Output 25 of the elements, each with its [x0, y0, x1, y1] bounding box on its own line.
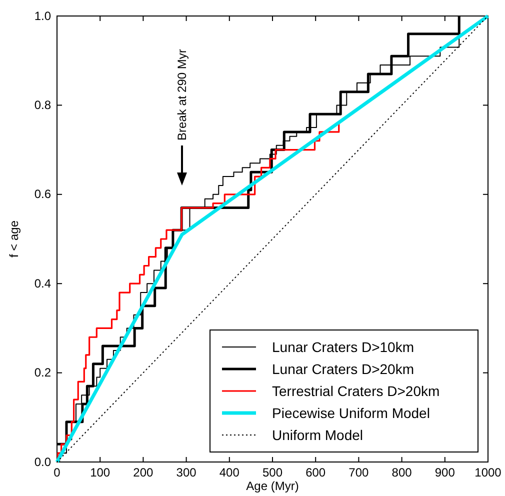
y-axis-title: f < age — [7, 220, 21, 258]
x-tick-label: 500 — [262, 466, 283, 480]
legend-label: Terrestrial Craters D>20km — [272, 383, 440, 399]
x-tick-label: 900 — [434, 466, 456, 480]
y-tick-label: 0.4 — [34, 276, 52, 290]
x-tick-label: 0 — [54, 466, 61, 480]
x-tick-label: 100 — [90, 466, 110, 480]
x-tick-label: 700 — [348, 466, 370, 480]
x-tick-label: 600 — [306, 466, 326, 480]
x-axis-title: Age (Myr) — [246, 479, 299, 493]
y-tick-label: 0.6 — [34, 187, 52, 202]
legend-label: Lunar Craters D>10km — [272, 339, 414, 355]
x-tick-label: 300 — [176, 466, 197, 480]
annotation: Break at 290 Myr — [174, 49, 189, 140]
y-tick-label: 0.2 — [34, 366, 52, 380]
x-tick-label: 1000 — [474, 466, 502, 480]
x-tick-label: 800 — [392, 466, 412, 480]
x-tick-label: 200 — [133, 466, 154, 480]
x-tick-label: 400 — [219, 466, 240, 480]
legend-label: Lunar Craters D>20km — [272, 361, 414, 377]
legend-label: Uniform Model — [272, 427, 364, 443]
y-tick-label: 0.8 — [34, 98, 52, 112]
y-tick-label: 0.0 — [34, 454, 52, 469]
legend-label: Piecewise Uniform Model — [272, 405, 430, 421]
y-tick-label: 1.0 — [34, 8, 52, 23]
